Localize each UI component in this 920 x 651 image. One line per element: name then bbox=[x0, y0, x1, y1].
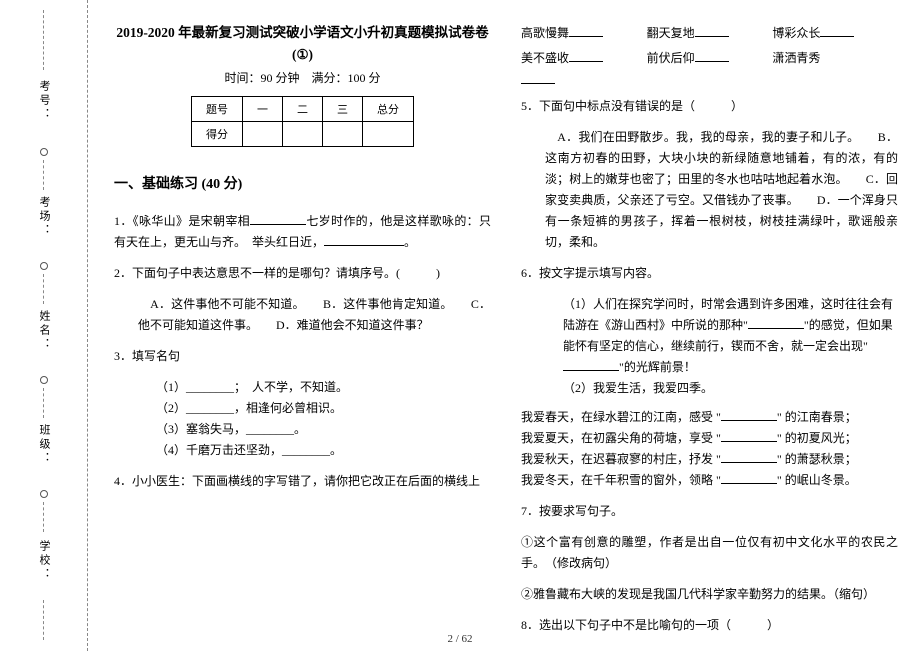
idiom-row: 高歌慢舞 翻天复地 博彩众长 bbox=[521, 22, 898, 45]
list-item: （1）________； 人不学，不知道。 bbox=[156, 377, 491, 398]
fill-blank[interactable] bbox=[695, 25, 729, 37]
list-item: （4）千磨万击还坚劲，________。 bbox=[156, 440, 491, 461]
title-line1: 2019-2020 年最新复习测试突破小学语文小升初真题模拟试卷卷 bbox=[116, 25, 488, 40]
list-item: （3）塞翁失马，________。 bbox=[156, 419, 491, 440]
score-table: 题号 一 二 三 总分 得分 bbox=[191, 96, 414, 147]
season-line: " 的萧瑟秋景； bbox=[777, 452, 857, 466]
question-3-items: （1）________； 人不学，不知道。 （2）________，相逢何必曾相… bbox=[114, 377, 491, 461]
td-blank bbox=[323, 122, 363, 147]
question-6-label: 6．按文字提示填写内容。 bbox=[521, 263, 898, 284]
margin-label-class: 班级： bbox=[36, 424, 52, 466]
page-number: 2 / 62 bbox=[0, 633, 920, 645]
margin-dot bbox=[40, 376, 48, 384]
season-line: 我爱秋天，在迟暮寂寥的村庄，抒发 " bbox=[521, 452, 721, 466]
question-6-items: （1）人们在探究学问时，时常会遇到许多困难，这时往往会有陆游在《游山西村》中所说… bbox=[521, 294, 898, 399]
fill-blank[interactable] bbox=[563, 359, 619, 371]
fill-blank[interactable] bbox=[521, 72, 555, 84]
seasons-block: 我爱春天，在绿水碧江的江南，感受 " " 的江南春景； 我爱夏天，在初露尖角的荷塘… bbox=[521, 407, 898, 491]
fill-blank[interactable] bbox=[721, 472, 777, 484]
idiom: 博彩众长 bbox=[772, 26, 820, 40]
fill-blank[interactable] bbox=[569, 25, 603, 37]
idiom: 高歌慢舞 bbox=[521, 26, 569, 40]
left-column: 2019-2020 年最新复习测试突破小学语文小升初真题模拟试卷卷 (①) 时间… bbox=[114, 22, 491, 641]
fill-blank[interactable] bbox=[569, 50, 603, 62]
question-5: 5．下面句中标点没有错误的是（ ） bbox=[521, 96, 898, 117]
exam-title: 2019-2020 年最新复习测试突破小学语文小升初真题模拟试卷卷 (①) bbox=[114, 22, 491, 65]
idiom: 前伏后仰 bbox=[647, 51, 695, 65]
fill-blank[interactable] bbox=[721, 430, 777, 442]
q1-c: 。 bbox=[404, 235, 416, 249]
th-2: 二 bbox=[283, 97, 323, 122]
idiom-row: 美不盛收 前伏后仰 潇洒青秀 bbox=[521, 47, 898, 70]
season-line: 我爱春天，在绿水碧江的江南，感受 " bbox=[521, 410, 721, 424]
table-row: 得分 bbox=[192, 122, 414, 147]
question-7-label: 7．按要求写句子。 bbox=[521, 501, 898, 522]
th-total: 总分 bbox=[363, 97, 414, 122]
margin-dot bbox=[40, 148, 48, 156]
question-7-p2: ②雅鲁藏布大峡的发现是我国几代科学家辛勤努力的结果。（缩句） bbox=[521, 584, 898, 605]
binding-margin: 考号： 考场： 姓名： 班级： 学校： bbox=[0, 0, 88, 651]
fill-blank[interactable] bbox=[748, 317, 804, 329]
margin-label-name: 姓名： bbox=[36, 310, 52, 352]
q6-1c: "的光辉前景！ bbox=[619, 360, 696, 374]
margin-dot bbox=[40, 262, 48, 270]
season-line: 我爱冬天，在千年积雪的窗外，领略 " bbox=[521, 473, 721, 487]
th-3: 三 bbox=[323, 97, 363, 122]
fill-blank[interactable] bbox=[820, 25, 854, 37]
margin-label-examno: 考号： bbox=[36, 80, 52, 122]
table-row: 题号 一 二 三 总分 bbox=[192, 97, 414, 122]
question-7-p1: ①这个富有创意的雕塑，作者是出自一位仅有初中文化水平的农民之手。 （修改病句） bbox=[521, 532, 898, 574]
right-column: 高歌慢舞 翻天复地 博彩众长 美不盛收 前伏后仰 潇洒青秀 5．下面句中标点没有… bbox=[521, 22, 898, 641]
fill-blank[interactable] bbox=[721, 409, 777, 421]
question-3-label: 3．填写名句 bbox=[114, 346, 491, 367]
th-1: 一 bbox=[243, 97, 283, 122]
td-label: 得分 bbox=[192, 122, 243, 147]
section-1-heading: 一、基础练习 (40 分) bbox=[114, 173, 491, 193]
fill-blank[interactable] bbox=[721, 451, 777, 463]
fill-blank[interactable] bbox=[324, 234, 404, 246]
q1-a: 1．《咏华山》是宋朝宰相 bbox=[114, 214, 250, 228]
idiom: 翻天复地 bbox=[647, 26, 695, 40]
question-5-options: A．我们在田野散步。我，我的母亲，我的妻子和儿子。 B．这南方初春的田野，大块小… bbox=[521, 127, 898, 253]
season-line: 我爱夏天，在初露尖角的荷塘，享受 " bbox=[521, 431, 721, 445]
list-item: （2）我爱生活，我爱四季。 bbox=[563, 378, 898, 399]
list-item: （1）人们在探究学问时，时常会遇到许多困难，这时往往会有陆游在《游山西村》中所说… bbox=[563, 294, 898, 378]
margin-dot bbox=[40, 490, 48, 498]
margin-label-room: 考场： bbox=[36, 196, 52, 238]
th-label: 题号 bbox=[192, 97, 243, 122]
idiom: 潇洒青秀 bbox=[772, 51, 820, 65]
fill-blank[interactable] bbox=[250, 213, 306, 225]
question-2: 2．下面句子中表达意思不一样的是哪句？请填序号。( ) bbox=[114, 263, 491, 284]
title-line2: (①) bbox=[292, 47, 313, 62]
question-2-options: A．这件事他不可能不知道。 B．这件事他肯定知道。 C．他不可能知道这件事。 D… bbox=[114, 294, 491, 336]
td-blank bbox=[363, 122, 414, 147]
fill-blank[interactable] bbox=[695, 50, 729, 62]
td-blank bbox=[243, 122, 283, 147]
season-line: " 的岷山冬景。 bbox=[777, 473, 857, 487]
season-line: " 的江南春景； bbox=[777, 410, 857, 424]
question-1: 1．《咏华山》是宋朝宰相七岁时作的，他是这样歌咏的：只有天在上，更无山与齐。 举… bbox=[114, 211, 491, 253]
margin-label-school: 学校： bbox=[36, 540, 52, 582]
exam-subtitle: 时间：90 分钟 满分：100 分 bbox=[114, 69, 491, 86]
idiom: 美不盛收 bbox=[521, 51, 569, 65]
content-area: 2019-2020 年最新复习测试突破小学语文小升初真题模拟试卷卷 (①) 时间… bbox=[88, 0, 920, 651]
td-blank bbox=[283, 122, 323, 147]
season-line: " 的初夏风光； bbox=[777, 431, 857, 445]
list-item: （2）________，相逢何必曾相识。 bbox=[156, 398, 491, 419]
question-4: 4．小小医生：下面画横线的字写错了，请你把它改正在后面的横线上 bbox=[114, 471, 491, 492]
